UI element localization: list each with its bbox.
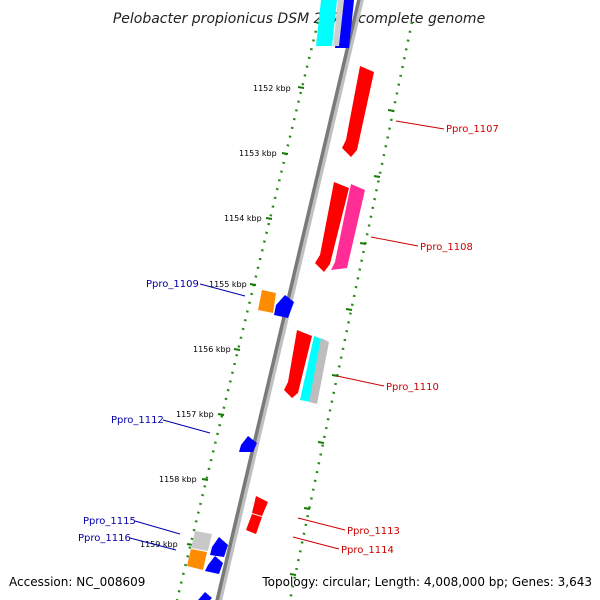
gene-ppro-1115-blue[interactable]	[210, 537, 228, 557]
gene-ppro-1112[interactable]	[239, 436, 257, 452]
tick-marks	[186, 86, 305, 546]
outer-tick-marks	[289, 109, 395, 576]
gene-ppro-1110-c[interactable]	[309, 338, 329, 404]
map-title: Pelobacter propionicus DSM 2379, complet…	[113, 11, 485, 27]
gene-ppro-1116-orange[interactable]	[187, 549, 207, 570]
gene-label[interactable]: Ppro_1112	[111, 415, 164, 426]
summary-text: Topology: circular; Length: 4,008,000 bp…	[261, 575, 592, 589]
gene-ppro-1109-blue[interactable]	[274, 295, 294, 318]
gene-ppro-1116-blue[interactable]	[205, 556, 223, 574]
gene-label[interactable]: Ppro_1115	[83, 516, 136, 527]
tick-mark	[289, 573, 297, 576]
tick-mark	[331, 374, 339, 377]
leader-line-ppro-1110	[336, 375, 385, 387]
tick-mark	[201, 478, 209, 481]
tick-label: 1158 kbp	[159, 475, 197, 484]
gene-label[interactable]: Ppro_1114	[341, 545, 394, 556]
outer-dotted-track	[288, 21, 414, 600]
tick-label: 1157 kbp	[176, 410, 214, 419]
tick-label: 1153 kbp	[239, 149, 277, 158]
leader-line-ppro-1108	[370, 236, 419, 247]
gene-label[interactable]: Ppro_1108	[420, 242, 473, 253]
tick-mark	[373, 175, 381, 178]
leader-line-ppro-1113	[297, 517, 346, 531]
tick-mark	[233, 348, 241, 351]
gene-ppro-1108-a[interactable]	[315, 182, 349, 272]
leader-line-ppro-1107	[395, 120, 445, 130]
gene-feature-cyan-top[interactable]	[316, 0, 337, 46]
tick-mark	[297, 86, 305, 89]
gene-label[interactable]: Ppro_1113	[347, 526, 400, 537]
tick-label: 1159 kbp	[140, 540, 178, 549]
leader-line-ppro-1115	[134, 520, 181, 535]
gene-label[interactable]: Ppro_1107	[446, 124, 499, 135]
tick-label: 1155 kbp	[209, 280, 247, 289]
inner-dotted-track	[175, 21, 320, 600]
gene-ppro-1110-a[interactable]	[284, 330, 312, 398]
gene-ppro-1109-orange[interactable]	[258, 290, 276, 313]
tick-mark	[217, 413, 225, 416]
tick-mark	[303, 507, 311, 510]
tick-mark	[265, 217, 273, 220]
gene-feature-blue-bottom[interactable]	[198, 592, 212, 600]
tick-mark	[249, 283, 257, 286]
gene-ppro-1107[interactable]	[342, 66, 374, 157]
tick-mark	[359, 242, 367, 245]
gene-ppro-1110-b[interactable]	[300, 336, 324, 402]
tick-mark	[387, 109, 395, 112]
gene-ppro-1114[interactable]	[246, 514, 262, 534]
tick-mark	[345, 308, 353, 311]
gene-ppro-1115-gray[interactable]	[191, 531, 212, 551]
leader-line-ppro-1109	[199, 283, 246, 297]
gene-feature-gray-top[interactable]	[333, 0, 344, 46]
tick-mark	[317, 441, 325, 444]
gene-label[interactable]: Ppro_1116	[78, 533, 131, 544]
gene-ppro-1108-b[interactable]	[331, 184, 365, 270]
gene-ppro-1113[interactable]	[252, 496, 268, 516]
tick-label: 1152 kbp	[253, 84, 291, 93]
tick-mark	[281, 152, 289, 155]
tick-label: 1154 kbp	[224, 214, 262, 223]
accession-text: Accession: NC_008609	[9, 575, 145, 589]
tick-label: 1156 kbp	[193, 345, 231, 354]
leader-line-ppro-1112	[162, 419, 211, 434]
leader-line-ppro-1116	[129, 537, 177, 551]
leader-line-ppro-1114	[292, 536, 340, 550]
gene-label[interactable]: Ppro_1109	[146, 279, 199, 290]
gene-label[interactable]: Ppro_1110	[386, 382, 439, 393]
